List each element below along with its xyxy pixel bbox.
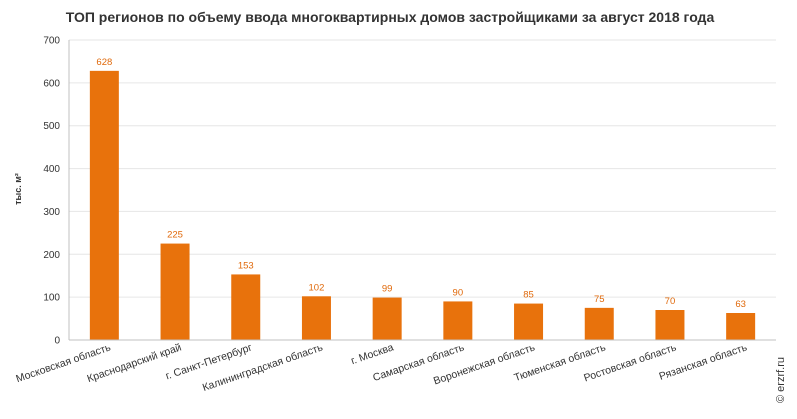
data-label: 63 [735, 299, 746, 310]
y-tick-label: 300 [43, 207, 60, 218]
bar [301, 296, 331, 340]
data-labels: 628 225 153 102 99 90 85 75 70 63 [96, 57, 746, 310]
bars [89, 70, 756, 340]
data-label: 102 [309, 282, 325, 293]
y-tick-label: 700 [43, 36, 60, 47]
y-tick-label: 500 [43, 121, 60, 132]
data-label: 99 [382, 284, 393, 295]
bar [89, 70, 119, 340]
y-tick-label: 200 [43, 250, 60, 261]
category-label: г. Москва [349, 341, 395, 367]
data-label: 90 [453, 287, 464, 298]
data-label: 85 [523, 290, 534, 301]
data-label: 225 [167, 230, 183, 241]
y-tick-label: 400 [43, 164, 60, 175]
copyright-text: © erzrf.ru [775, 357, 787, 403]
data-label: 628 [96, 57, 112, 68]
y-tick-label: 0 [54, 336, 60, 347]
bar [584, 307, 614, 340]
data-label: 153 [238, 260, 254, 271]
bar [726, 313, 756, 340]
y-axis-ticks: 0 100 200 300 400 500 600 700 [43, 36, 60, 347]
y-tick-label: 100 [43, 293, 60, 304]
bar [443, 301, 473, 340]
chart-title: ТОП регионов по объему ввода многокварти… [66, 9, 715, 25]
y-tick-label: 600 [43, 78, 60, 89]
category-label: Калининградская область [201, 341, 325, 394]
bar [231, 274, 261, 340]
bar [160, 243, 190, 340]
data-label: 70 [665, 296, 676, 307]
data-label: 75 [594, 294, 605, 305]
bar [372, 297, 402, 340]
bar [655, 310, 685, 340]
bar [514, 303, 544, 340]
y-axis-label: тыс. м² [13, 173, 23, 205]
